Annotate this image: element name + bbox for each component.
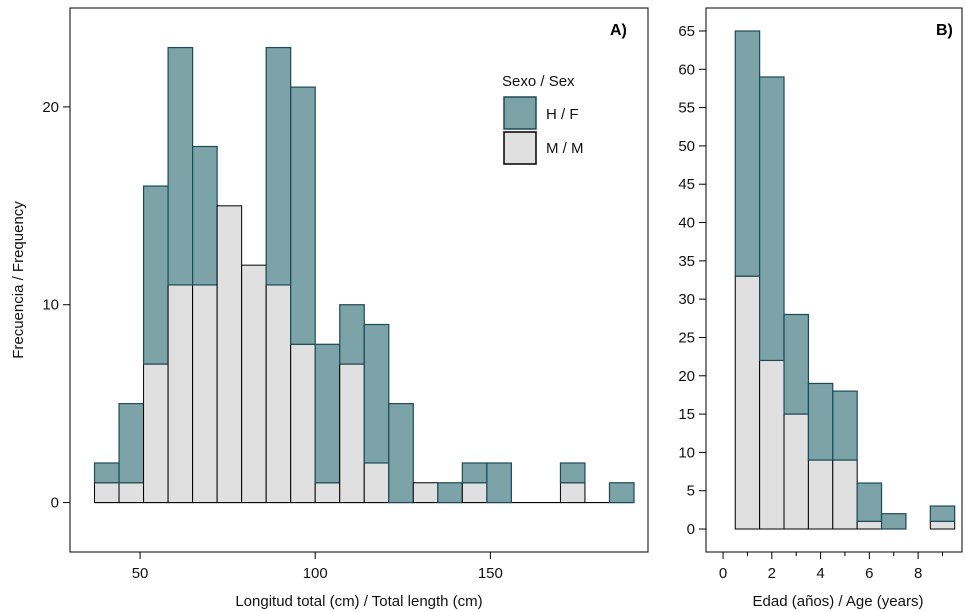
panel-a-bar-female bbox=[559, 462, 586, 484]
panel-a-bar-female bbox=[290, 86, 316, 345]
y-tick-label: 55 bbox=[678, 100, 695, 117]
panel-a-bar-female bbox=[437, 482, 463, 504]
panel-b-bar-female bbox=[807, 382, 834, 461]
panel-b-bar-female bbox=[734, 30, 761, 277]
panel-a-tag: A) bbox=[610, 22, 627, 39]
panel-a-bar-male bbox=[461, 482, 488, 504]
panel-b-bar-male bbox=[807, 459, 834, 530]
panel-a-bar-female bbox=[486, 462, 512, 504]
panel-b-bar-female bbox=[783, 313, 809, 415]
y-tick-label: 45 bbox=[678, 176, 695, 193]
legend-swatch-male bbox=[503, 131, 537, 165]
panel-a-x-axis-title: Longitud total (cm) / Total length (cm) bbox=[235, 593, 482, 610]
panel-a-bar-male bbox=[118, 482, 145, 504]
panel-a-bar-male bbox=[363, 462, 390, 504]
panel-a-bar-female bbox=[314, 343, 341, 484]
x-tick-label: 50 bbox=[132, 565, 149, 582]
panel-a-bar-male bbox=[290, 343, 316, 504]
panel-a-bar-female bbox=[339, 304, 365, 365]
panel-b-bar-male bbox=[832, 459, 858, 530]
panel-a-bar-male bbox=[559, 482, 586, 504]
panel-a-bar-female bbox=[388, 403, 414, 504]
panel-a-bar-female bbox=[142, 185, 169, 365]
panel-a-bar-male bbox=[314, 482, 341, 504]
panel-a-bar-female bbox=[167, 46, 194, 286]
y-tick-label: 60 bbox=[678, 61, 695, 78]
panel-b-y-ticks: 0 5 10 15 20 25 30 35 40 45 50 55 60 65 bbox=[678, 23, 706, 538]
y-tick-label: 25 bbox=[678, 329, 695, 346]
y-tick-label: 20 bbox=[42, 99, 59, 116]
y-tick-label: 5 bbox=[687, 483, 695, 500]
panel-b-frame bbox=[705, 7, 963, 553]
panel-a-bar-female bbox=[93, 462, 120, 484]
x-tick-label: 100 bbox=[303, 565, 328, 582]
panel-a-x-ticks: 50 100 150 bbox=[132, 552, 503, 582]
legend-label-female: H / F bbox=[546, 106, 579, 123]
y-tick-label: 20 bbox=[678, 368, 695, 385]
panel-a: 50 100 150 0 10 20 A) Longitud total (cm) / … bbox=[10, 7, 649, 610]
panel-a-bar-male bbox=[94, 482, 120, 504]
panel-a-bar-female bbox=[608, 482, 635, 504]
panel-a-bar-female bbox=[118, 403, 145, 484]
panel-a-bar-male bbox=[412, 482, 439, 504]
panel-b-bar-female bbox=[759, 76, 785, 362]
y-tick-label: 10 bbox=[42, 297, 59, 314]
panel-a-bar-male bbox=[192, 284, 218, 504]
panel-a-y-ticks: 0 10 20 bbox=[42, 99, 70, 512]
y-tick-label: 40 bbox=[678, 215, 695, 232]
panel-b-bars bbox=[734, 30, 956, 530]
legend-swatch-female bbox=[503, 96, 537, 130]
x-tick-label: 2 bbox=[768, 565, 776, 582]
panel-a-bar-female bbox=[265, 46, 292, 286]
panel-a-y-axis-title: Frecuencia / Frequency bbox=[10, 201, 27, 359]
x-tick-label: 0 bbox=[719, 565, 727, 582]
panel-b-bar-female bbox=[880, 513, 907, 530]
legend: Sexo / Sex H / F M / M bbox=[502, 73, 584, 165]
panel-b-bar-male bbox=[856, 520, 883, 530]
panel-b-bar-male bbox=[759, 359, 785, 530]
y-tick-label: 15 bbox=[678, 406, 695, 423]
panel-b-x-ticks: 0 2 4 6 8 bbox=[719, 552, 943, 582]
panel-b-tag: B) bbox=[936, 22, 953, 39]
panel-a-frame bbox=[69, 7, 649, 553]
y-tick-label: 35 bbox=[678, 253, 695, 270]
panel-a-bar-male bbox=[216, 205, 243, 504]
y-tick-label: 65 bbox=[678, 23, 695, 40]
x-tick-label: 4 bbox=[816, 565, 824, 582]
panel-a-bar-female bbox=[461, 462, 488, 484]
x-tick-label: 150 bbox=[478, 565, 503, 582]
panel-a-bar-female bbox=[192, 145, 218, 286]
y-tick-label: 0 bbox=[51, 495, 59, 512]
legend-label-male: M / M bbox=[546, 140, 584, 157]
panel-a-bar-male bbox=[143, 363, 169, 504]
panel-a-bars bbox=[93, 46, 635, 504]
panel-b-bar-female bbox=[832, 390, 858, 461]
y-tick-label: 50 bbox=[678, 138, 695, 155]
panel-a-bar-male bbox=[339, 363, 365, 504]
panel-a-bar-male bbox=[167, 284, 194, 504]
x-tick-label: 8 bbox=[914, 565, 922, 582]
panel-a-bar-male bbox=[265, 284, 292, 504]
panel-b-bar-male bbox=[783, 413, 809, 530]
panel-a-bar-female bbox=[363, 323, 390, 464]
panel-b-x-axis-title: Edad (años) / Age (years) bbox=[753, 593, 924, 610]
x-tick-label: 6 bbox=[865, 565, 873, 582]
panel-b-bar-male bbox=[929, 520, 956, 530]
panel-a-bar-male bbox=[241, 264, 267, 504]
y-tick-label: 0 bbox=[687, 521, 695, 538]
panel-b-bar-male bbox=[734, 275, 761, 530]
y-tick-label: 30 bbox=[678, 291, 695, 308]
legend-title: Sexo / Sex bbox=[502, 73, 575, 90]
panel-b-bar-female bbox=[929, 505, 956, 522]
panel-b: 0 2 4 6 8 0 5 10 15 20 25 30 35 40 45 50 55 60 65 B) Edad… bbox=[678, 7, 963, 610]
panel-b-bar-female bbox=[856, 482, 883, 522]
y-tick-label: 10 bbox=[678, 444, 695, 461]
